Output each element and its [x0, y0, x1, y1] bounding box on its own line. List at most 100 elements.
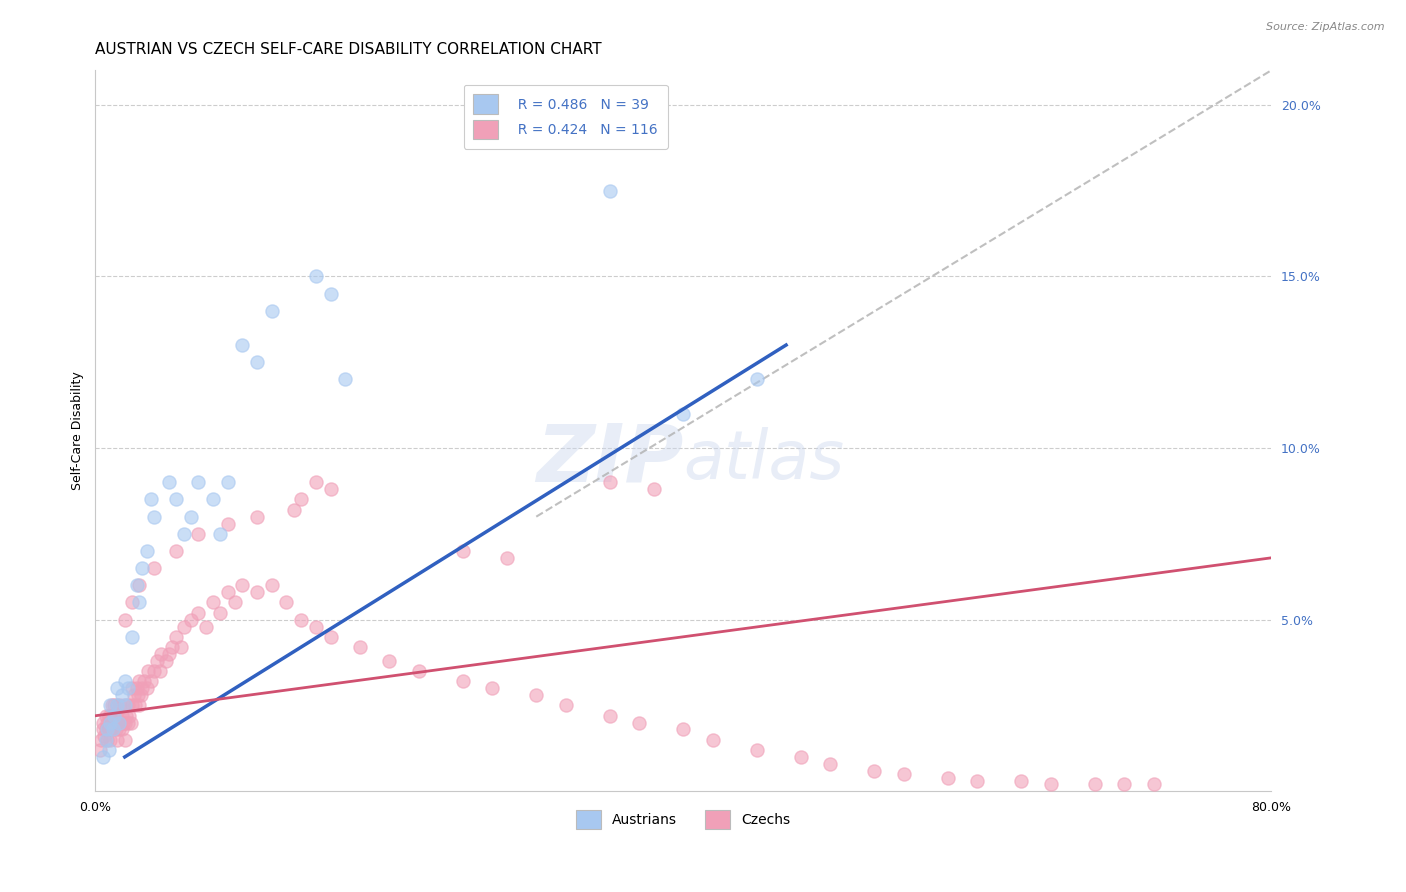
- Point: [105, 698, 128, 713]
- Point: [155, 654, 177, 668]
- Point: [98, 723, 121, 737]
- Point: [128, 698, 150, 713]
- Point: [672, 723, 695, 737]
- Point: [180, 613, 202, 627]
- Point: [111, 708, 134, 723]
- Point: [117, 681, 139, 696]
- Point: [143, 561, 166, 575]
- Point: [114, 732, 136, 747]
- Point: [187, 606, 209, 620]
- Point: [319, 286, 342, 301]
- Point: [408, 664, 430, 678]
- Point: [305, 475, 328, 490]
- Point: [103, 715, 125, 730]
- Point: [103, 698, 125, 713]
- Point: [165, 492, 187, 507]
- Point: [112, 715, 135, 730]
- Point: [1114, 777, 1136, 791]
- Point: [115, 708, 138, 723]
- Point: [451, 674, 474, 689]
- Point: [135, 544, 157, 558]
- Point: [136, 664, 159, 678]
- Point: [209, 526, 232, 541]
- Point: [105, 698, 128, 713]
- Point: [104, 708, 127, 723]
- Point: [165, 544, 187, 558]
- Point: [131, 681, 153, 696]
- Point: [231, 338, 253, 352]
- Point: [150, 647, 173, 661]
- Point: [118, 708, 141, 723]
- Point: [135, 681, 157, 696]
- Point: [127, 688, 149, 702]
- Point: [97, 743, 120, 757]
- Point: [157, 475, 180, 490]
- Point: [201, 595, 224, 609]
- Point: [108, 723, 131, 737]
- Point: [121, 630, 143, 644]
- Point: [169, 640, 191, 654]
- Point: [114, 613, 136, 627]
- Point: [187, 526, 209, 541]
- Point: [231, 578, 253, 592]
- Point: [131, 561, 153, 575]
- Point: [283, 503, 305, 517]
- Point: [103, 708, 125, 723]
- Point: [1084, 777, 1107, 791]
- Point: [124, 698, 146, 713]
- Point: [96, 732, 118, 747]
- Point: [97, 723, 120, 737]
- Point: [128, 595, 150, 609]
- Text: atlas: atlas: [683, 426, 845, 492]
- Text: ZIP: ZIP: [536, 421, 683, 499]
- Point: [98, 698, 121, 713]
- Point: [98, 708, 121, 723]
- Point: [90, 732, 112, 747]
- Point: [125, 578, 148, 592]
- Point: [599, 475, 621, 490]
- Point: [496, 550, 519, 565]
- Point: [120, 715, 142, 730]
- Point: [173, 526, 195, 541]
- Point: [121, 698, 143, 713]
- Point: [319, 630, 342, 644]
- Point: [91, 715, 114, 730]
- Point: [194, 619, 217, 633]
- Point: [319, 482, 342, 496]
- Point: [378, 654, 401, 668]
- Point: [146, 654, 169, 668]
- Point: [114, 674, 136, 689]
- Point: [98, 732, 121, 747]
- Point: [599, 708, 621, 723]
- Point: [1010, 774, 1032, 789]
- Point: [335, 372, 357, 386]
- Point: [818, 756, 841, 771]
- Point: [260, 303, 283, 318]
- Point: [129, 688, 152, 702]
- Point: [554, 698, 576, 713]
- Point: [101, 723, 124, 737]
- Point: [121, 595, 143, 609]
- Point: [100, 715, 122, 730]
- Point: [114, 698, 136, 713]
- Point: [101, 723, 124, 737]
- Point: [290, 492, 312, 507]
- Point: [217, 475, 239, 490]
- Point: [745, 372, 768, 386]
- Y-axis label: Self-Care Disability: Self-Care Disability: [72, 371, 84, 491]
- Point: [745, 743, 768, 757]
- Point: [111, 723, 134, 737]
- Point: [110, 715, 132, 730]
- Point: [246, 509, 269, 524]
- Point: [125, 681, 148, 696]
- Text: AUSTRIAN VS CZECH SELF-CARE DISABILITY CORRELATION CHART: AUSTRIAN VS CZECH SELF-CARE DISABILITY C…: [96, 42, 602, 57]
- Point: [143, 509, 166, 524]
- Point: [105, 732, 128, 747]
- Point: [157, 647, 180, 661]
- Point: [114, 698, 136, 713]
- Point: [524, 688, 547, 702]
- Point: [97, 708, 120, 723]
- Point: [1039, 777, 1062, 791]
- Point: [305, 619, 328, 633]
- Point: [246, 585, 269, 599]
